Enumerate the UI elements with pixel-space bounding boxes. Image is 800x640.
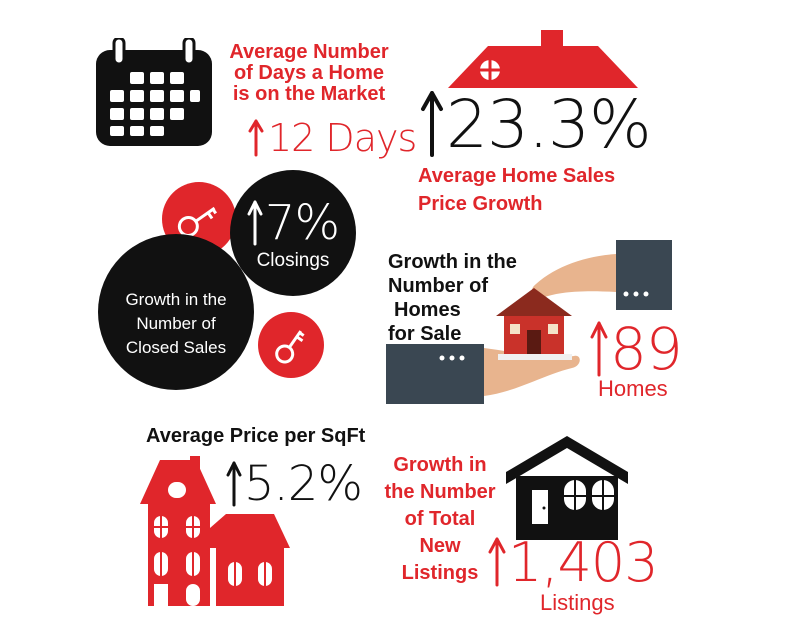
homes-title-line2: Number of <box>388 275 488 297</box>
days-on-market-title: Average Number of Days a Home is on the … <box>214 42 404 105</box>
sales-price-value: 23.3% <box>420 86 652 163</box>
listings-title-line3: of Total <box>404 508 476 530</box>
closed-sales-circle: Growth in the Number of Closed Sales <box>98 234 254 390</box>
sales-price-label: Average Home Sales Price Growth <box>418 162 615 218</box>
homes-for-sale-title: Growth in the Number of Homes for Sale <box>388 250 517 346</box>
days-title-line1: Average Number <box>229 41 389 63</box>
closed-sales-line3: Closed Sales <box>125 338 227 357</box>
closed-sales-line1: Growth in the <box>125 290 227 309</box>
homes-for-sale-value: 89 <box>590 315 683 383</box>
black-house-icon <box>506 436 628 540</box>
house-roof-icon <box>448 30 638 90</box>
calendar-icon <box>96 36 212 146</box>
up-arrow-icon <box>226 461 242 507</box>
up-arrow-icon <box>421 91 443 157</box>
new-listings-title: Growth in the Number of Total New Listin… <box>380 452 500 587</box>
key-icon <box>177 206 218 237</box>
days-on-market-value: 12 Days <box>248 114 417 162</box>
red-house-icon <box>140 456 290 606</box>
homes-title-line4: for Sale <box>388 323 462 345</box>
homes-title-line1: Growth in the <box>388 251 517 273</box>
price-sqft-title: Average Price per SqFt <box>146 425 366 447</box>
sales-price-label-line1: Average Home Sales <box>418 165 616 187</box>
days-title-line3: is on the Market <box>232 83 386 105</box>
closings-circle: 7% Closings <box>230 170 356 296</box>
up-arrow-icon <box>488 537 506 587</box>
up-arrow-icon <box>247 200 263 246</box>
listings-unit: Listings <box>540 590 615 615</box>
days-title-line2: of Days a Home <box>233 62 385 84</box>
listings-title-line2: the Number <box>384 481 496 503</box>
closed-sales-line2: Number of <box>136 314 216 333</box>
listings-title-line4: New <box>419 535 461 557</box>
key-circle-bottom <box>258 312 324 378</box>
homes-unit: Homes <box>598 376 668 401</box>
price-sqft-value: 5.2% <box>226 456 363 512</box>
homes-title-line3: Homes <box>394 299 461 321</box>
hands-house-icon <box>386 236 672 406</box>
new-listings-value: 1,403 <box>488 531 659 594</box>
up-arrow-icon <box>590 321 608 377</box>
up-arrow-icon <box>248 119 264 157</box>
sales-price-label-line2: Price Growth <box>418 193 543 215</box>
listings-title-line5: Listings <box>401 562 479 584</box>
closings-label: Closings <box>256 250 330 271</box>
key-icon <box>275 330 305 364</box>
listings-title-line1: Growth in <box>393 454 487 476</box>
